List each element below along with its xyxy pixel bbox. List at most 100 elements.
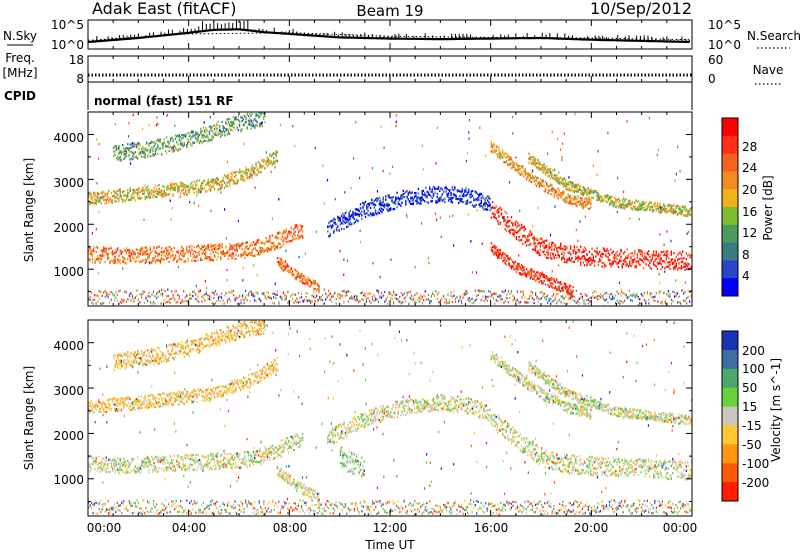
echo-cell — [357, 219, 359, 223]
echo-cell — [476, 298, 478, 301]
echo-cell — [142, 259, 144, 262]
echo-cell — [486, 195, 489, 198]
echo-cell — [528, 157, 530, 160]
echo-cell — [581, 193, 583, 196]
echo-cell — [113, 194, 115, 197]
echo-cell — [544, 244, 547, 247]
echo-cell — [367, 206, 369, 209]
echo-cell — [271, 154, 274, 157]
echo-cell — [270, 155, 272, 158]
echo-cell — [257, 168, 260, 171]
echo-cell — [660, 211, 662, 214]
echo-cell — [655, 252, 657, 255]
echo-cell — [520, 263, 523, 267]
echo-cell — [562, 289, 564, 292]
echo-cell — [91, 196, 94, 199]
echo-cell — [397, 197, 399, 200]
echo-cell — [346, 294, 348, 297]
echo-cell — [123, 190, 125, 193]
echo-cell — [275, 155, 277, 158]
echo-cell — [210, 252, 212, 255]
echo-cell — [233, 289, 235, 293]
echo-cell — [145, 141, 148, 144]
echo-cell — [276, 247, 279, 250]
echo-cell — [206, 135, 208, 138]
echo-cell — [396, 206, 398, 209]
echo-cell — [588, 257, 591, 260]
echo-cell — [300, 276, 303, 279]
echo-cell — [403, 292, 405, 295]
echo-cell — [518, 168, 520, 171]
echo-cell — [270, 160, 272, 163]
echo-cell — [145, 148, 148, 151]
cpid-value: normal (fast) 151 RF — [94, 94, 234, 108]
echo-cell — [636, 206, 638, 209]
echo-cell — [475, 191, 477, 194]
echo-cell — [500, 256, 503, 259]
echo-cell — [152, 257, 154, 260]
echo-cell — [159, 259, 162, 262]
echo-cell — [363, 202, 365, 205]
echo-cell — [197, 251, 199, 255]
echo-cell — [111, 199, 114, 202]
echo-cell — [133, 156, 135, 159]
echo-cell — [398, 197, 401, 200]
echo-cell — [229, 299, 232, 302]
echo-cell — [690, 253, 692, 256]
echo-cell — [642, 261, 645, 264]
echo-cell — [681, 258, 684, 261]
echo-cell — [490, 150, 493, 153]
echo-cell — [178, 134, 180, 138]
echo-cell — [228, 122, 231, 125]
echo-cell — [207, 181, 209, 185]
echo-cell — [517, 225, 519, 228]
echo-cell — [157, 245, 159, 248]
echo-cell — [228, 132, 231, 135]
echo-cell — [283, 239, 285, 242]
echo-cell — [468, 297, 470, 300]
echo-cell — [182, 136, 184, 139]
echo-cell — [376, 289, 378, 292]
echo-cell — [681, 266, 684, 270]
echo-cell — [349, 221, 352, 224]
echo-cell — [684, 262, 686, 265]
echo-cell — [442, 198, 445, 201]
echo-cell — [200, 130, 202, 133]
echo-cell — [670, 253, 672, 256]
echo-cell — [532, 156, 534, 159]
echo-cell — [451, 295, 454, 298]
echo-cell — [583, 257, 586, 260]
echo-cell — [133, 190, 135, 193]
echo-cell — [129, 158, 131, 161]
echo-cell — [133, 252, 135, 255]
echo-cell — [665, 250, 667, 253]
echo-cell — [493, 246, 495, 249]
echo-cell — [235, 248, 237, 251]
echo-cell — [387, 209, 389, 212]
echo-cell — [99, 261, 101, 264]
echo-cell — [177, 251, 179, 254]
noise-search-line — [87, 32, 690, 41]
echo-cell — [400, 204, 402, 207]
echo-cell — [200, 257, 202, 260]
echo-cell — [144, 261, 146, 264]
echo-cell — [508, 158, 510, 161]
echo-cell — [491, 144, 494, 147]
echo-cell — [585, 259, 587, 262]
echo-cell — [552, 190, 554, 193]
echo-cell — [265, 240, 267, 243]
echo-cell — [257, 116, 260, 119]
echo-cell — [200, 184, 202, 187]
echo-cell — [536, 162, 538, 165]
echo-cell — [575, 201, 577, 204]
echo-cell — [294, 230, 296, 233]
echo-cell — [397, 300, 399, 303]
echo-cell — [211, 179, 213, 182]
echo-cell — [563, 182, 566, 185]
echo-cell — [300, 296, 303, 299]
echo-cell — [168, 142, 170, 145]
echo-cell — [422, 189, 425, 192]
echo-cell — [464, 190, 466, 193]
echo-cell — [348, 218, 350, 221]
echo-cell — [221, 186, 223, 189]
